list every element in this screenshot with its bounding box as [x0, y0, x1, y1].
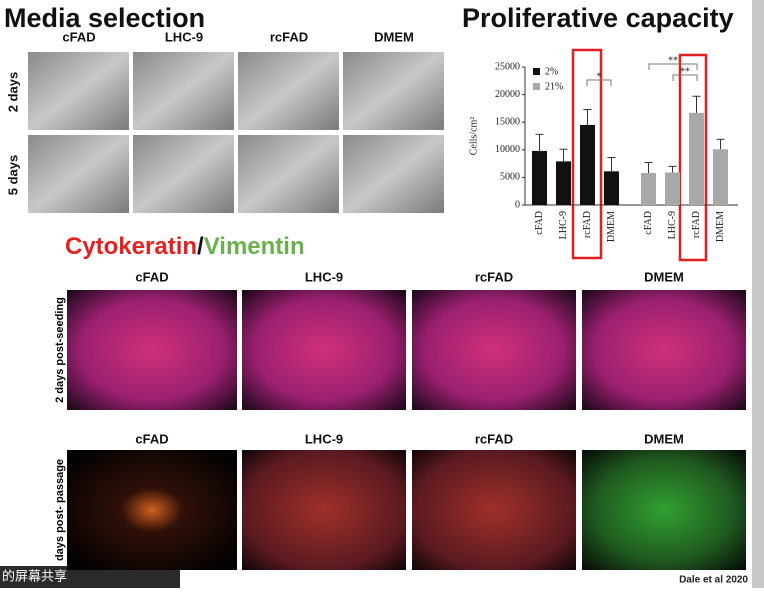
title: Proliferative capacity — [462, 3, 734, 33]
bar — [713, 149, 728, 205]
micrograph — [343, 135, 444, 213]
column-label: LHC-9 — [165, 29, 203, 44]
column-label: cFAD — [62, 29, 95, 44]
column-label: DMEM — [644, 269, 684, 284]
row-label: 2 days post-seeding — [54, 297, 66, 403]
column-label: rcFAD — [475, 431, 513, 446]
y-tick-label: 15000 — [495, 116, 520, 127]
fluorescence-image — [242, 290, 406, 410]
micrograph — [133, 52, 234, 130]
bar — [689, 112, 704, 205]
stain-title: Cytokeratin/Vimentin — [65, 233, 305, 260]
fluorescence-image — [242, 450, 406, 570]
column-label: DMEM — [644, 431, 684, 446]
highlight-box — [678, 53, 708, 262]
micrograph — [28, 52, 129, 130]
bar — [532, 150, 547, 205]
x-tick-label: rcFAD — [691, 211, 702, 238]
y-tick-label: 5000 — [500, 172, 520, 183]
fluorescence-image — [412, 450, 576, 570]
y-axis-label: Cells/cm² — [468, 117, 479, 156]
column-label: rcFAD — [475, 269, 513, 284]
column-label: LHC-9 — [305, 269, 343, 284]
significance-bracket — [648, 63, 698, 70]
bar — [641, 172, 656, 205]
column-label: LHC-9 — [305, 431, 343, 446]
row-label: 2 days — [5, 72, 20, 112]
taskbar-text: 的屏幕共享 — [2, 568, 67, 583]
x-tick-label: cFAD — [534, 211, 545, 235]
column-label: rcFAD — [270, 29, 308, 44]
y-tick-label: 10000 — [495, 144, 520, 155]
legend-label: 21% — [545, 81, 563, 92]
x-tick-label: cFAD — [643, 211, 654, 235]
x-tick-label: DMEM — [606, 211, 617, 242]
legend-swatch — [533, 68, 540, 75]
fluorescence-image — [67, 450, 237, 570]
fluorescence-image — [67, 290, 237, 410]
x-tick-label: LHC-9 — [558, 211, 569, 239]
bar — [665, 172, 680, 205]
bar — [580, 124, 595, 205]
chart: 0 5000 10000 15000 20000 25000 Cells/cm² cFAD LH… — [468, 48, 738, 262]
row-label: days post- passage — [54, 459, 66, 561]
bar — [556, 161, 571, 205]
micrograph — [133, 135, 234, 213]
column-label: cFAD — [135, 269, 168, 284]
micrograph — [238, 135, 339, 213]
fluorescence-image — [582, 450, 746, 570]
micrograph — [343, 52, 444, 130]
significance-label: * — [597, 71, 602, 82]
window-edge — [752, 0, 764, 588]
significance-label: ** — [680, 66, 690, 77]
x-tick-label: DMEM — [715, 211, 726, 242]
y-tick-label: 25000 — [495, 61, 520, 72]
y-tick-label: 20000 — [495, 89, 520, 100]
micrograph — [28, 135, 129, 213]
fluorescence-image — [582, 290, 746, 410]
significance-bracket — [586, 79, 612, 86]
x-tick-label: rcFAD — [582, 211, 593, 238]
fluorescence-image — [412, 290, 576, 410]
micrograph — [238, 52, 339, 130]
significance-bracket — [672, 74, 698, 81]
row-label: 5 days — [5, 155, 20, 195]
legend-swatch — [533, 83, 540, 90]
column-label: DMEM — [374, 29, 414, 44]
x-tick-label: LHC-9 — [667, 211, 678, 239]
column-label: cFAD — [135, 431, 168, 446]
bar — [604, 171, 619, 205]
title: Media selection — [4, 3, 205, 33]
legend-label: 2% — [545, 66, 558, 77]
y-tick-label: 0 — [515, 199, 520, 210]
significance-label: ** — [668, 55, 678, 66]
highlight-box — [571, 48, 603, 260]
citation: Dale et al 2020 — [679, 575, 748, 586]
taskbar — [0, 566, 180, 588]
